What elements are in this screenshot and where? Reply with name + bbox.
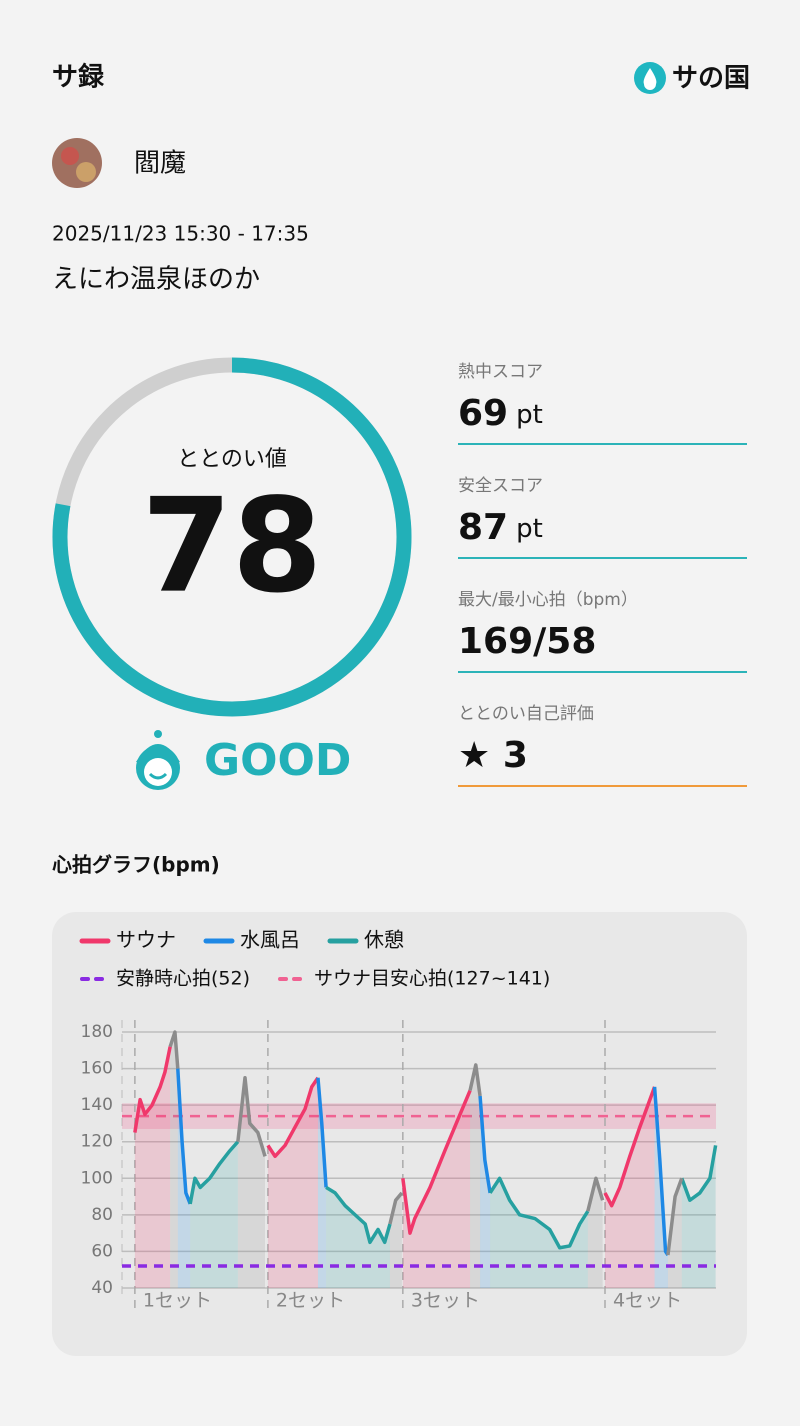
hr-line — [680, 1145, 718, 1202]
star-icon: ★ — [458, 735, 490, 776]
hr-line — [325, 1185, 392, 1245]
metric-label: 安全スコア — [458, 476, 543, 496]
ring-progress — [52, 357, 412, 717]
value-text: 169/58 — [458, 621, 596, 662]
hr-line — [488, 1176, 590, 1250]
score-label: ととのい値 — [177, 447, 287, 472]
area — [681, 1145, 716, 1288]
hr-line — [266, 1076, 320, 1159]
metric-value: 169/58 — [458, 621, 596, 662]
session-place: えにわ温泉ほのか — [52, 265, 260, 295]
score-rating: GOOD — [204, 735, 351, 786]
value-text: 87 — [458, 507, 508, 548]
avatar-detail — [76, 162, 96, 182]
y-tick-label: 80 — [91, 1205, 113, 1225]
area — [326, 1187, 390, 1288]
avatar-detail — [61, 147, 79, 165]
y-tick-label: 160 — [81, 1059, 113, 1079]
area — [317, 1077, 327, 1288]
area — [470, 1064, 481, 1288]
metric-label: 最大/最小心拍（bpm） — [458, 590, 638, 610]
set-label: 1セット — [143, 1290, 212, 1312]
value-text: 69 — [458, 393, 508, 434]
y-tick-label: 100 — [81, 1168, 113, 1188]
area — [267, 1077, 318, 1288]
metric-value: ★ 3 — [458, 735, 528, 776]
area — [237, 1077, 266, 1288]
metric-value: 87 pt — [458, 507, 543, 548]
hr-line — [236, 1075, 267, 1157]
unit-text: pt — [516, 400, 543, 430]
area — [190, 1141, 238, 1288]
set-label: 2セット — [276, 1290, 345, 1312]
hr-line — [176, 1068, 192, 1205]
y-tick-label: 180 — [81, 1022, 113, 1042]
legend-label: 安静時心拍(52) — [116, 968, 250, 990]
logo-text: サの国 — [672, 64, 750, 94]
chart-title: 心拍グラフ(bpm) — [52, 853, 220, 877]
metrics: 熱中スコア 69 pt 安全スコア 87 pt 最大/最小心拍（bpm） 169/58 ととのい… — [458, 362, 747, 787]
hr-line — [388, 1191, 404, 1225]
y-tick-label: 60 — [91, 1241, 113, 1261]
hr-line — [478, 1095, 492, 1194]
hr-line — [468, 1063, 482, 1097]
avatar[interactable] — [52, 138, 102, 188]
hr-line — [666, 1177, 684, 1256]
area — [170, 1032, 178, 1288]
hr-line — [316, 1077, 328, 1188]
y-tick-label: 140 — [81, 1095, 113, 1115]
area — [604, 1086, 655, 1288]
area — [402, 1090, 471, 1288]
legend-label: 休憩 — [364, 928, 404, 952]
hr-line — [188, 1140, 240, 1205]
chart-card — [52, 912, 747, 1356]
area — [587, 1178, 603, 1288]
hr-line — [168, 1030, 180, 1069]
y-tick-label: 40 — [91, 1278, 113, 1298]
area — [134, 1046, 171, 1288]
value-text: 3 — [503, 735, 528, 776]
set-label: 4セット — [613, 1290, 682, 1312]
score-value: 78 — [142, 470, 323, 622]
session-datetime: 2025/11/23 15:30 - 17:35 — [52, 222, 309, 246]
legend-label: サウナ — [116, 928, 176, 952]
logo-drop — [643, 68, 657, 90]
good-icon — [136, 730, 180, 790]
metric-label: 熱中スコア — [458, 362, 543, 382]
hr-line — [586, 1176, 605, 1212]
hr-line — [603, 1086, 657, 1208]
y-tick-label: 120 — [81, 1132, 113, 1152]
metric-label: ととのい自己評価 — [458, 704, 594, 724]
legend-label: 水風呂 — [240, 928, 300, 952]
user-name[interactable]: 閻魔 — [134, 149, 186, 179]
hr-line — [133, 1046, 172, 1133]
area — [490, 1178, 588, 1288]
hr-line — [401, 1089, 472, 1235]
metric-value: 69 pt — [458, 393, 543, 434]
app-title: サ録 — [52, 62, 105, 93]
unit-text: pt — [516, 514, 543, 544]
legend-label: サウナ目安心拍(127~141) — [314, 968, 550, 990]
set-label: 3セット — [411, 1290, 480, 1312]
area — [667, 1178, 682, 1288]
